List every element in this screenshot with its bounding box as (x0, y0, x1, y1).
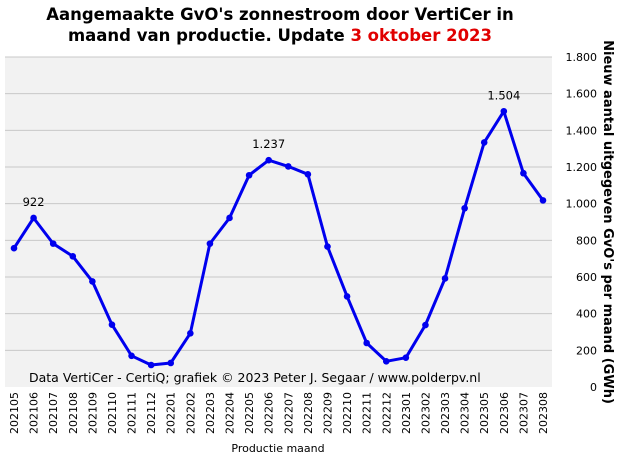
x-tick-label: 202204 (224, 392, 237, 434)
y-tick-label: 1.600 (566, 88, 598, 101)
data-point (343, 293, 351, 300)
x-tick-label: 202205 (243, 392, 256, 434)
x-tick-label: 202110 (106, 392, 119, 434)
chart-title-date: 3 oktober 2023 (350, 26, 493, 45)
x-tick-label: 202111 (126, 392, 139, 434)
x-tick-label: 202202 (184, 392, 197, 434)
data-point (402, 354, 410, 361)
x-tick-label: 202306 (498, 392, 511, 434)
x-tick-label: 202208 (302, 392, 315, 434)
x-tick-label: 202108 (67, 392, 80, 434)
data-point (245, 171, 253, 179)
x-tick-label: 202307 (517, 392, 530, 434)
y-tick-label: 1.000 (566, 198, 598, 211)
y-tick-label: 800 (576, 234, 597, 247)
x-axis-label: Productie maand (231, 442, 324, 455)
chart-title-line-1: Aangemaakte GvO's zonnestroom door Verti… (46, 5, 514, 24)
y-tick-label: 1.800 (566, 51, 598, 64)
plot-area (5, 57, 552, 387)
x-tick-label: 202112 (145, 392, 158, 434)
x-tick-label: 202212 (380, 392, 393, 434)
data-point (363, 339, 370, 347)
x-tick-label: 202206 (263, 392, 276, 434)
y-tick-label: 600 (576, 271, 597, 284)
y-tick-label: 0 (590, 381, 597, 394)
x-tick-label: 202107 (47, 392, 60, 434)
x-tick-label: 202203 (204, 392, 217, 434)
data-point (382, 358, 390, 365)
data-point (226, 214, 233, 222)
data-label: 922 (23, 195, 45, 209)
data-point (441, 275, 449, 282)
data-point (265, 156, 273, 164)
data-point (10, 244, 18, 252)
data-point (520, 169, 527, 177)
series-points (10, 107, 547, 369)
chart-title-line-2: maand van productie. Update 3 oktober 20… (0, 25, 560, 46)
data-point (49, 240, 57, 247)
chart-title: Aangemaakte GvO's zonnestroom door Verti… (0, 4, 560, 46)
x-tick-label: 202211 (361, 392, 374, 434)
grid-lines (5, 56, 552, 351)
data-point (461, 204, 468, 212)
x-axis-ticks: 202105 202106 202107 202108 202109 202110 2021… (8, 392, 550, 434)
data-point (147, 361, 155, 369)
data-credit: Data VertiCer - CertiQ; grafiek © 2023 P… (29, 370, 481, 385)
x-tick-label: 202301 (400, 392, 413, 434)
data-point (500, 107, 508, 115)
data-point (539, 197, 547, 204)
y-axis-label: Nieuw aantal uitgegeven GvO's per maand … (600, 40, 615, 404)
data-label: 1.504 (487, 88, 520, 102)
x-tick-label: 202305 (478, 392, 491, 434)
chart-title-prefix: maand van productie. Update (67, 26, 351, 45)
data-point (284, 163, 292, 170)
y-axis-ticks: 0 200 400 600 800 1.000 1.200 1.400 1.600 1.800 (566, 51, 598, 394)
x-tick-label: 202210 (341, 392, 354, 434)
data-point (304, 171, 312, 178)
y-tick-label: 400 (576, 308, 597, 321)
data-point (422, 321, 429, 329)
data-point (206, 240, 214, 247)
data-point (480, 139, 488, 146)
x-tick-label: 202109 (86, 392, 99, 434)
x-tick-label: 202209 (321, 392, 334, 434)
x-tick-label: 202304 (459, 392, 472, 434)
x-tick-label: 202207 (282, 392, 295, 434)
x-tick-label: 202302 (419, 392, 432, 434)
data-label: 1.237 (252, 137, 285, 151)
data-point (108, 321, 116, 328)
x-tick-label: 202308 (537, 392, 550, 434)
data-point (167, 359, 175, 367)
y-tick-label: 1.200 (566, 161, 598, 174)
data-point (187, 329, 194, 337)
x-tick-label: 202105 (8, 392, 21, 434)
y-tick-label: 200 (576, 344, 597, 357)
y-tick-label: 1.400 (566, 124, 598, 137)
series-line (12, 109, 545, 367)
x-tick-label: 202303 (439, 392, 452, 434)
data-point (89, 278, 96, 285)
data-labels: 922 1.237 1.504 (23, 88, 521, 209)
data-point (324, 243, 331, 250)
data-point (30, 214, 37, 222)
x-tick-label: 202106 (28, 392, 41, 434)
data-point (69, 252, 77, 260)
x-tick-label: 202201 (165, 392, 178, 434)
data-point (128, 352, 135, 360)
